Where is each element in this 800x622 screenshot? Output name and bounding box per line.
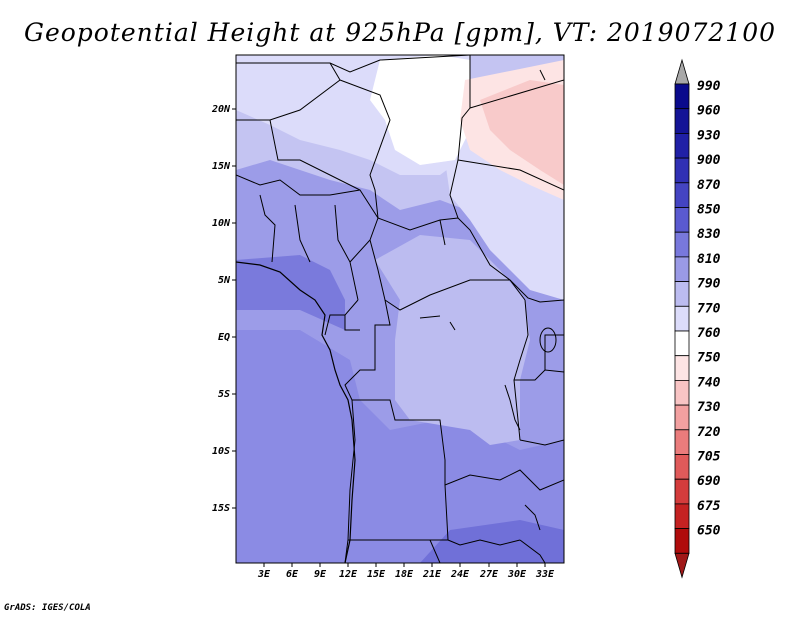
field-congo-790	[375, 235, 530, 445]
legend-label: 705	[697, 450, 721, 465]
coastline	[236, 261, 356, 563]
legend-swatch	[674, 478, 690, 505]
legend-label: 675	[697, 499, 721, 514]
legend-label: 760	[697, 326, 721, 341]
legend-swatch	[674, 404, 690, 431]
lon-label-21e: 21E	[422, 569, 442, 580]
legend-over-arrow	[674, 58, 690, 85]
legend-label: 790	[697, 277, 721, 292]
lon-label-6e: 6E	[286, 569, 299, 580]
field-pink-740	[480, 80, 564, 185]
lon-label-24e: 24E	[450, 569, 470, 580]
lat-label-5n: 5N	[218, 275, 231, 286]
lat-label-5s: 5S	[218, 389, 230, 400]
lon-label-27e: 27E	[479, 569, 499, 580]
lat-label-15s: 15S	[212, 503, 230, 514]
legend-swatch	[674, 157, 690, 184]
legend-swatch	[674, 83, 690, 110]
legend-label: 770	[697, 301, 721, 316]
lat-label-10s: 10S	[212, 446, 230, 457]
legend-label: 870	[697, 178, 721, 193]
legend-label: 960	[697, 104, 721, 119]
legend-swatch	[674, 454, 690, 480]
map-title: Geopotential Height at 925hPa [gpm], VT:…	[23, 18, 777, 47]
lat-label-eq: EQ	[218, 332, 230, 343]
latitude-axis: 20N 15N 10N 5N EQ 5S 10S 15S	[211, 104, 236, 514]
lon-label-30e: 30E	[507, 569, 527, 580]
field-white-760	[370, 55, 470, 165]
lon-label-9e: 9E	[314, 569, 327, 580]
map-plot-area	[236, 55, 564, 563]
longitude-axis: 3E 6E 9E 12E 15E 18E 21E 24E 27E 30E 33E	[257, 563, 555, 580]
legend-swatch	[674, 305, 690, 332]
legend-label: 730	[697, 400, 721, 415]
legend-swatch	[674, 355, 690, 381]
legend-swatch	[674, 429, 690, 455]
legend-label: 900	[697, 153, 721, 168]
legend-swatch	[674, 108, 690, 134]
legend-label: 740	[697, 375, 721, 390]
legend-label: 850	[697, 203, 721, 218]
lon-label-15e: 15E	[367, 569, 386, 580]
legend-swatch	[674, 379, 690, 406]
lon-label-18e: 18E	[395, 569, 414, 580]
footer-credit: GrADS: IGES/COLA	[4, 603, 91, 613]
lon-label-12e: 12E	[339, 569, 358, 580]
legend-label: 690	[697, 474, 721, 489]
lon-label-33e: 33E	[535, 569, 555, 580]
legend-under-arrow	[674, 552, 690, 579]
legend-label: 750	[697, 351, 721, 366]
lat-label-20n: 20N	[211, 104, 231, 115]
map-frame	[235, 54, 565, 564]
legend-label: 720	[697, 425, 721, 440]
legend-swatch	[674, 256, 690, 282]
legend-label: 830	[697, 227, 721, 242]
legend-label: 930	[697, 128, 721, 143]
legend-label: 650	[697, 524, 721, 539]
legend-swatch	[674, 207, 690, 233]
legend-label: 990	[697, 79, 721, 94]
legend-swatch	[674, 528, 690, 554]
legend-label: 810	[697, 252, 721, 267]
legend-swatch	[674, 503, 690, 529]
field-deep-coast	[236, 255, 345, 330]
legend-swatch	[674, 231, 690, 258]
legend-swatch	[674, 182, 690, 208]
legend-swatch	[674, 281, 690, 307]
country-borders	[236, 55, 564, 563]
legend-swatch	[674, 330, 690, 357]
lat-label-15n: 15N	[212, 161, 231, 172]
field-deep-south	[420, 520, 564, 563]
lakes	[419, 69, 557, 531]
lon-label-3e: 3E	[257, 569, 271, 580]
lat-label-10n: 10N	[212, 218, 231, 229]
legend-swatch	[674, 132, 690, 159]
color-legend: 990 960 930 900 870 850 830 810 790 770 760 750 740 7…	[674, 58, 721, 579]
